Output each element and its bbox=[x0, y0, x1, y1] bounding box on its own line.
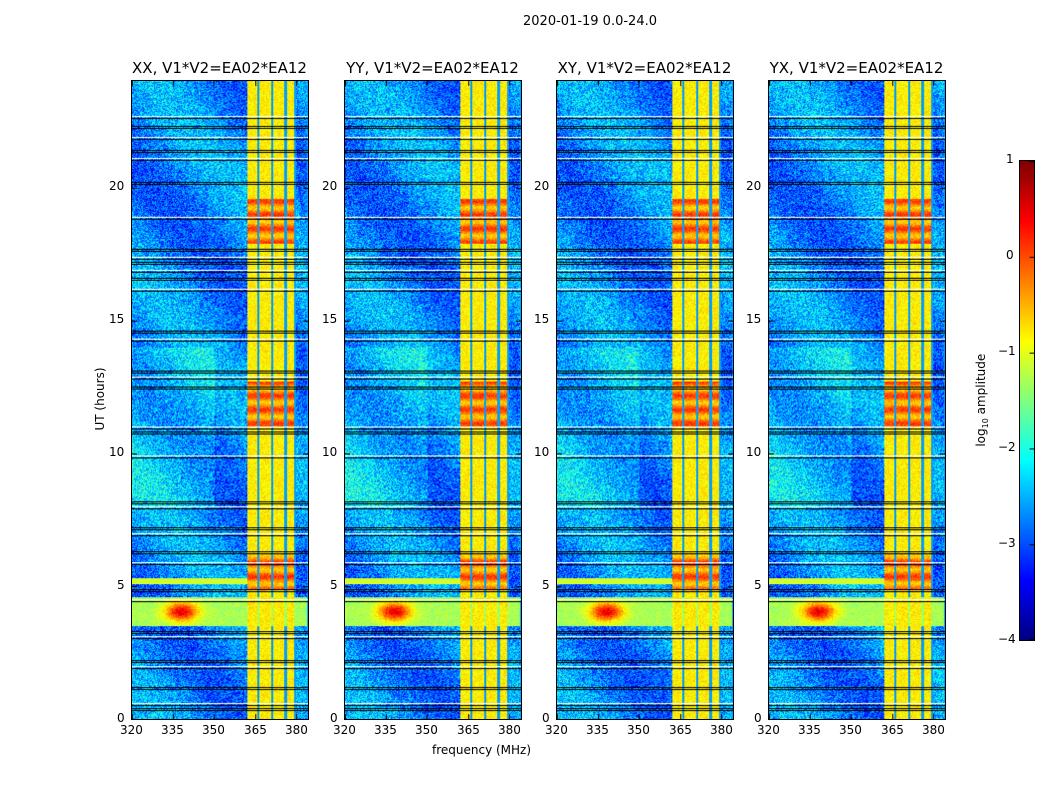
spectrogram-yy bbox=[344, 80, 522, 720]
panel-title: YY, V1*V2=EA02*EA12 bbox=[346, 59, 519, 77]
colorbar-tick-label: −1 bbox=[998, 344, 1016, 358]
x-tick-label: 350 bbox=[839, 723, 862, 737]
colorbar-tick-label: −4 bbox=[998, 632, 1016, 646]
y-tick-label: 20 bbox=[109, 179, 125, 193]
y-tick-label: 5 bbox=[542, 578, 550, 592]
y-tick-label: 15 bbox=[534, 312, 550, 326]
x-tick-label: 365 bbox=[669, 723, 692, 737]
x-tick-label: 320 bbox=[757, 723, 780, 737]
x-tick-label: 320 bbox=[545, 723, 568, 737]
y-tick-label: 20 bbox=[746, 179, 762, 193]
x-tick-label: 380 bbox=[710, 723, 733, 737]
x-tick-label: 335 bbox=[161, 723, 184, 737]
x-tick-label: 380 bbox=[285, 723, 308, 737]
y-tick-label: 10 bbox=[322, 445, 338, 459]
panel-title: XX, V1*V2=EA02*EA12 bbox=[132, 59, 307, 77]
spectrogram-xy bbox=[556, 80, 734, 720]
x-tick-label: 365 bbox=[457, 723, 480, 737]
colorbar-tick-label: −2 bbox=[998, 440, 1016, 454]
spectrogram-xx bbox=[131, 80, 309, 720]
colorbar-tick-label: 1 bbox=[1006, 152, 1014, 166]
spectrogram-yx bbox=[768, 80, 946, 720]
y-tick-label: 0 bbox=[754, 711, 762, 725]
colorbar bbox=[1019, 160, 1035, 641]
y-tick-label: 5 bbox=[117, 578, 125, 592]
x-tick-label: 320 bbox=[333, 723, 356, 737]
y-tick-label: 0 bbox=[330, 711, 338, 725]
y-tick-label: 5 bbox=[330, 578, 338, 592]
y-tick-label: 15 bbox=[322, 312, 338, 326]
x-tick-label: 380 bbox=[922, 723, 945, 737]
x-tick-label: 320 bbox=[120, 723, 143, 737]
x-tick-label: 335 bbox=[586, 723, 609, 737]
x-tick-label: 380 bbox=[498, 723, 521, 737]
y-tick-label: 10 bbox=[534, 445, 550, 459]
y-tick-label: 20 bbox=[534, 179, 550, 193]
figure-title: 2020-01-19 0.0-24.0 bbox=[523, 14, 657, 29]
y-tick-label: 0 bbox=[117, 711, 125, 725]
x-tick-label: 365 bbox=[244, 723, 267, 737]
colorbar-tick-label: −3 bbox=[998, 536, 1016, 550]
colorbar-tick-label: 0 bbox=[1006, 248, 1014, 262]
x-tick-label: 350 bbox=[415, 723, 438, 737]
y-tick-label: 0 bbox=[542, 711, 550, 725]
y-tick-label: 20 bbox=[322, 179, 338, 193]
x-tick-label: 335 bbox=[374, 723, 397, 737]
x-tick-label: 350 bbox=[627, 723, 650, 737]
colorbar-label: log10 amplitude bbox=[973, 353, 991, 447]
y-tick-label: 10 bbox=[109, 445, 125, 459]
x-tick-label: 350 bbox=[202, 723, 225, 737]
y-tick-label: 5 bbox=[754, 578, 762, 592]
panel-title: XY, V1*V2=EA02*EA12 bbox=[557, 59, 732, 77]
y-tick-label: 10 bbox=[746, 445, 762, 459]
y-axis-label: UT (hours) bbox=[93, 367, 107, 431]
y-tick-label: 15 bbox=[746, 312, 762, 326]
panel-title: YX, V1*V2=EA02*EA12 bbox=[769, 59, 944, 77]
y-tick-label: 15 bbox=[109, 312, 125, 326]
x-axis-label: frequency (MHz) bbox=[432, 743, 532, 757]
x-tick-label: 365 bbox=[881, 723, 904, 737]
x-tick-label: 335 bbox=[798, 723, 821, 737]
